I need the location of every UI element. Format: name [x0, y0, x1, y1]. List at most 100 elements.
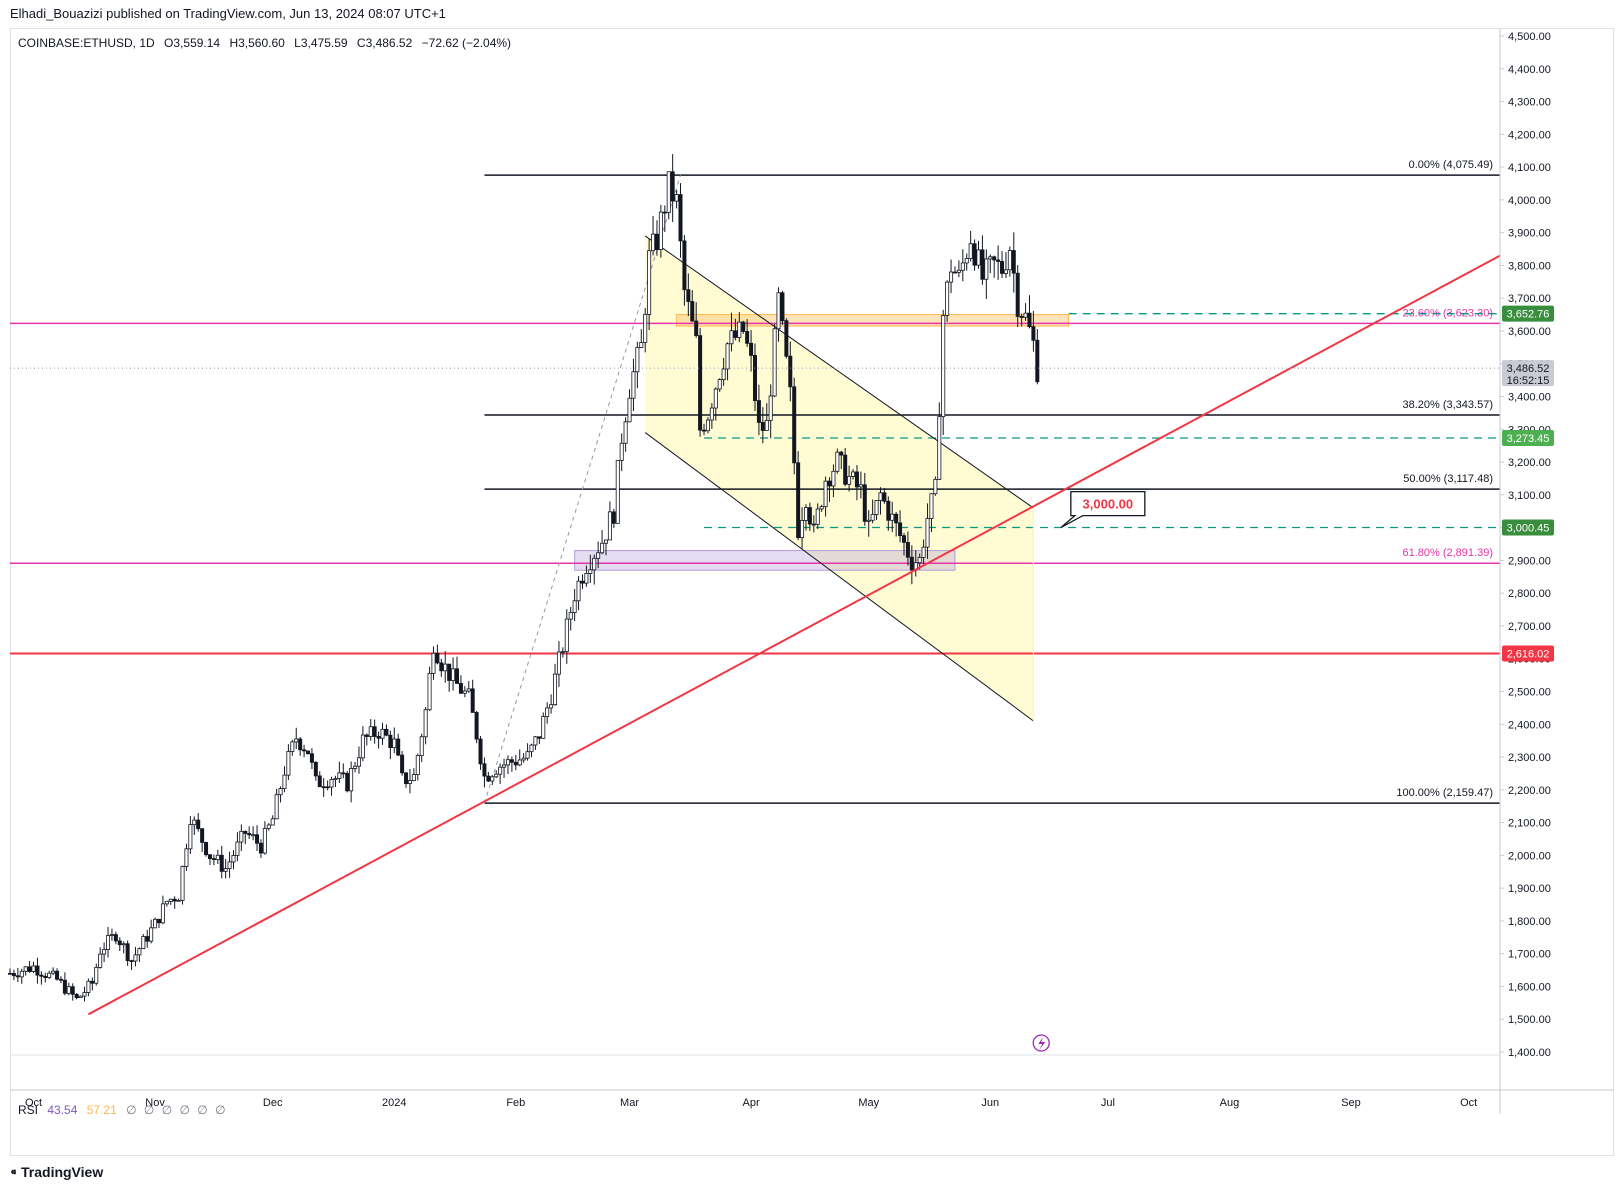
candle-down — [843, 454, 848, 485]
candle-up — [23, 966, 28, 972]
candle-up — [137, 948, 142, 956]
candle-down — [219, 854, 224, 872]
close-value: C3,486.52 — [356, 36, 413, 50]
candle-up — [106, 935, 111, 950]
candle-up — [121, 943, 126, 946]
candle-up — [411, 774, 416, 782]
candle-down — [1019, 316, 1024, 318]
symbol-legend[interactable]: COINBASE:ETHUSD, 1D O3,559.14 H3,560.60 … — [18, 36, 517, 50]
channel-upper-line — [644, 235, 1034, 509]
candle-down — [882, 492, 887, 502]
candle-up — [415, 755, 420, 775]
candle-up — [623, 421, 628, 444]
candle-down — [792, 386, 797, 464]
candle-up — [109, 934, 114, 936]
time-axis: Oct Nov Dec 2024 Feb Mar Apr May Jun Jul Aug Sep Oct — [10, 1054, 1614, 1109]
rsi-label[interactable]: RSI — [18, 1103, 39, 1117]
candle-up — [490, 776, 495, 782]
candle-up — [847, 475, 852, 485]
candle-down — [784, 320, 789, 357]
time-tick-label: Dec — [263, 1097, 283, 1109]
candle-down — [486, 775, 491, 782]
candle-up — [521, 757, 526, 761]
candle-up — [964, 258, 969, 264]
price-tick-label: 2,300.00 — [1508, 752, 1551, 764]
candle-up — [541, 716, 546, 739]
candle-up — [639, 342, 644, 348]
drawing-lines: 0.00% (4,075.49)23.60% (3,623.30)38.20% … — [10, 159, 1500, 804]
candle-up — [874, 500, 879, 515]
price-badge-label: 2,616.02 — [1507, 648, 1550, 660]
candle-up — [674, 194, 679, 202]
rsi-value: 43.54 — [47, 1103, 78, 1117]
price-tick-label: 2,200.00 — [1508, 785, 1551, 797]
candle-up — [729, 330, 734, 345]
candle-up — [572, 600, 577, 613]
time-tick-label: 2024 — [382, 1097, 406, 1109]
candle-down — [243, 830, 248, 834]
price-badge — [1502, 519, 1554, 536]
candle-down — [972, 243, 977, 266]
candle-up — [227, 861, 232, 869]
candle-down — [364, 734, 369, 737]
price-tick-label: 1,700.00 — [1508, 949, 1551, 961]
candle-down — [156, 918, 161, 924]
price-badge — [1502, 645, 1554, 662]
candle-down — [125, 943, 130, 961]
candle-up — [545, 707, 550, 717]
candle-up — [47, 972, 52, 978]
candle-down — [341, 772, 346, 775]
candle-down — [862, 484, 867, 522]
candle-up — [988, 256, 993, 260]
price-tick-label: 3,700.00 — [1508, 293, 1551, 305]
candle-up — [631, 371, 636, 399]
candle-down — [62, 979, 67, 994]
candle-down — [258, 842, 263, 854]
candle-down — [753, 354, 758, 401]
price-tick-label: 2,500.00 — [1508, 686, 1551, 698]
candle-up — [768, 395, 773, 421]
candle-up — [98, 953, 103, 968]
candle-down — [537, 736, 542, 739]
candle-down — [196, 819, 201, 830]
price-tick-label: 3,800.00 — [1508, 260, 1551, 272]
candle-up — [423, 709, 428, 738]
rsi-legend[interactable]: RSI 43.54 57.21 ∅ ∅ ∅ ∅ ∅ ∅ — [18, 1103, 230, 1117]
candle-down — [7, 972, 12, 975]
candle-up — [592, 557, 597, 571]
candle-up — [274, 794, 279, 820]
low-value: L3,475.59 — [294, 36, 348, 50]
candle-up — [776, 292, 781, 330]
candle-up — [149, 927, 154, 942]
candle-down — [905, 541, 910, 558]
candle-up — [337, 772, 342, 779]
support-zone — [574, 550, 956, 571]
candle-up — [643, 313, 648, 343]
candle-up — [658, 211, 663, 251]
candle-down — [439, 662, 444, 672]
candle-up — [870, 514, 875, 521]
candle-down — [1027, 312, 1032, 328]
candle-up — [705, 419, 710, 432]
symbol-label[interactable]: COINBASE:ETHUSD, 1D — [18, 36, 155, 50]
tradingview-footer[interactable]: ⁌ TradingView — [10, 1164, 103, 1181]
candle-down — [117, 940, 122, 946]
candle-down — [902, 535, 907, 543]
candle-down — [211, 858, 216, 861]
price-tick-label: 3,200.00 — [1508, 457, 1551, 469]
candle-up — [819, 506, 824, 510]
candle-up — [635, 347, 640, 373]
candle-down — [698, 335, 703, 431]
candle-up — [215, 854, 220, 861]
price-tick-label: 3,900.00 — [1508, 228, 1551, 240]
candle-up — [266, 824, 271, 829]
candle-down — [454, 668, 459, 684]
candle-up — [607, 511, 612, 541]
candle-down — [702, 429, 707, 432]
candle-up — [153, 918, 158, 929]
candle-up — [533, 736, 538, 746]
candle-down — [952, 271, 957, 274]
candle-up — [51, 970, 56, 974]
time-tick-label: Oct — [1460, 1097, 1477, 1109]
